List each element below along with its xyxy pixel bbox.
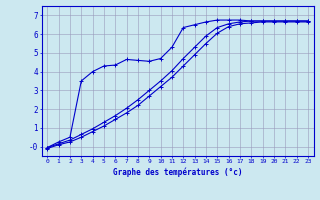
X-axis label: Graphe des températures (°c): Graphe des températures (°c) xyxy=(113,167,242,177)
